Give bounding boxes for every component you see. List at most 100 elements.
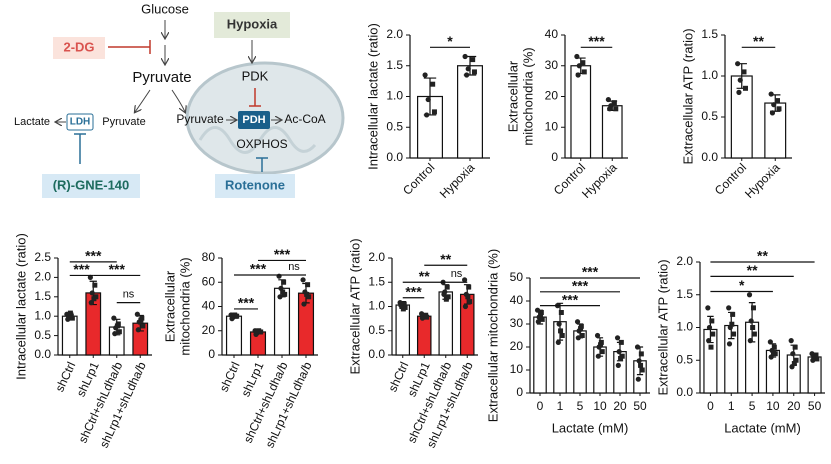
point xyxy=(280,289,286,295)
y-axis-label: Extracellular ATP (ratio) xyxy=(347,238,362,374)
y-tick-label: 0.5 xyxy=(34,328,51,342)
point xyxy=(611,100,617,106)
point xyxy=(579,333,585,338)
bar xyxy=(573,330,587,394)
point xyxy=(710,331,716,337)
hypoxia-label: Hypoxia xyxy=(227,16,278,31)
x-tick-label: 0 xyxy=(707,399,714,413)
point xyxy=(576,63,582,69)
point xyxy=(277,294,283,300)
y-axis-label: Extracellular mitochondria (%) xyxy=(485,249,500,422)
significance-label: *** xyxy=(572,278,589,294)
point xyxy=(400,306,406,312)
point xyxy=(748,318,754,324)
point xyxy=(788,338,794,344)
point xyxy=(594,332,601,339)
point xyxy=(638,362,644,368)
significance-label: ** xyxy=(747,262,758,278)
significance-label: *** xyxy=(588,33,605,49)
point xyxy=(232,312,238,318)
x-tick-label: Control xyxy=(400,160,437,197)
point xyxy=(430,81,436,87)
y-tick-label: 1.5 xyxy=(701,27,718,41)
significance-label: *** xyxy=(85,248,102,264)
x-tick-label: 50 xyxy=(633,399,647,413)
significance-label: *** xyxy=(562,291,579,307)
x-tick-label: 20 xyxy=(613,399,627,413)
y-axis-label: mitochondria (%) xyxy=(520,47,535,145)
arrow xyxy=(135,89,151,112)
point xyxy=(793,357,799,363)
point xyxy=(135,327,141,333)
point xyxy=(750,325,756,330)
arrow xyxy=(171,89,185,112)
point xyxy=(305,282,311,288)
y-axis-label: Intracellular lactate (ratio) xyxy=(365,23,380,170)
point xyxy=(737,77,743,83)
point xyxy=(746,292,753,298)
gne-box xyxy=(42,174,140,198)
bar xyxy=(533,316,547,394)
point xyxy=(726,341,733,347)
bar xyxy=(61,315,78,356)
bar xyxy=(395,304,411,356)
point xyxy=(462,277,468,283)
point xyxy=(140,323,146,329)
y-tick-label: 80 xyxy=(202,250,216,264)
point xyxy=(441,291,447,297)
dg-label: 2-DG xyxy=(63,39,94,54)
bar xyxy=(807,356,822,394)
point xyxy=(750,305,756,311)
point xyxy=(466,284,472,290)
significance-label: ns xyxy=(123,289,135,301)
point xyxy=(574,319,581,325)
significance-label: ** xyxy=(419,268,430,284)
y-tick-label: 1.5 xyxy=(676,287,693,301)
hypoxia-box xyxy=(214,12,290,38)
y-tick-label: 0.0 xyxy=(34,347,51,361)
point xyxy=(300,277,306,283)
point xyxy=(595,353,601,359)
point xyxy=(138,317,144,323)
point xyxy=(613,106,619,112)
y-axis-label: Extracellular xyxy=(162,270,177,342)
point xyxy=(471,69,477,75)
y-tick-label: 60 xyxy=(202,274,216,288)
y-tick-label: 40 xyxy=(202,299,216,313)
point xyxy=(89,290,95,296)
point xyxy=(431,109,437,115)
point xyxy=(470,57,476,63)
point xyxy=(134,311,140,317)
point xyxy=(535,319,541,325)
point xyxy=(558,310,564,315)
point xyxy=(790,351,796,357)
point xyxy=(67,310,73,316)
point xyxy=(607,106,613,112)
y-tick-label: 10 xyxy=(510,362,524,376)
point xyxy=(708,344,714,350)
point xyxy=(69,315,75,321)
significance-label: ns xyxy=(288,261,300,273)
significance-label: *** xyxy=(109,261,126,277)
point xyxy=(467,299,473,305)
x-axis-label: Lactate (mM) xyxy=(724,420,801,435)
point xyxy=(706,338,712,344)
point xyxy=(304,291,310,297)
point xyxy=(636,358,642,364)
y-tick-label: 0 xyxy=(551,150,558,164)
significance-label: ns xyxy=(451,268,463,280)
point xyxy=(276,273,282,279)
point xyxy=(578,326,584,332)
lactate: Lactate xyxy=(14,116,50,128)
point xyxy=(87,274,93,280)
point xyxy=(539,316,545,322)
y-tick-label: 1.0 xyxy=(34,308,51,322)
significance-label: *** xyxy=(250,261,267,277)
y-tick-label: 10 xyxy=(545,119,559,133)
point xyxy=(111,315,117,321)
x-tick-label: 1 xyxy=(557,399,564,413)
y-tick-label: 1.5 xyxy=(368,274,385,288)
point xyxy=(575,72,581,78)
point xyxy=(422,313,428,319)
rotenone-box xyxy=(215,174,295,198)
